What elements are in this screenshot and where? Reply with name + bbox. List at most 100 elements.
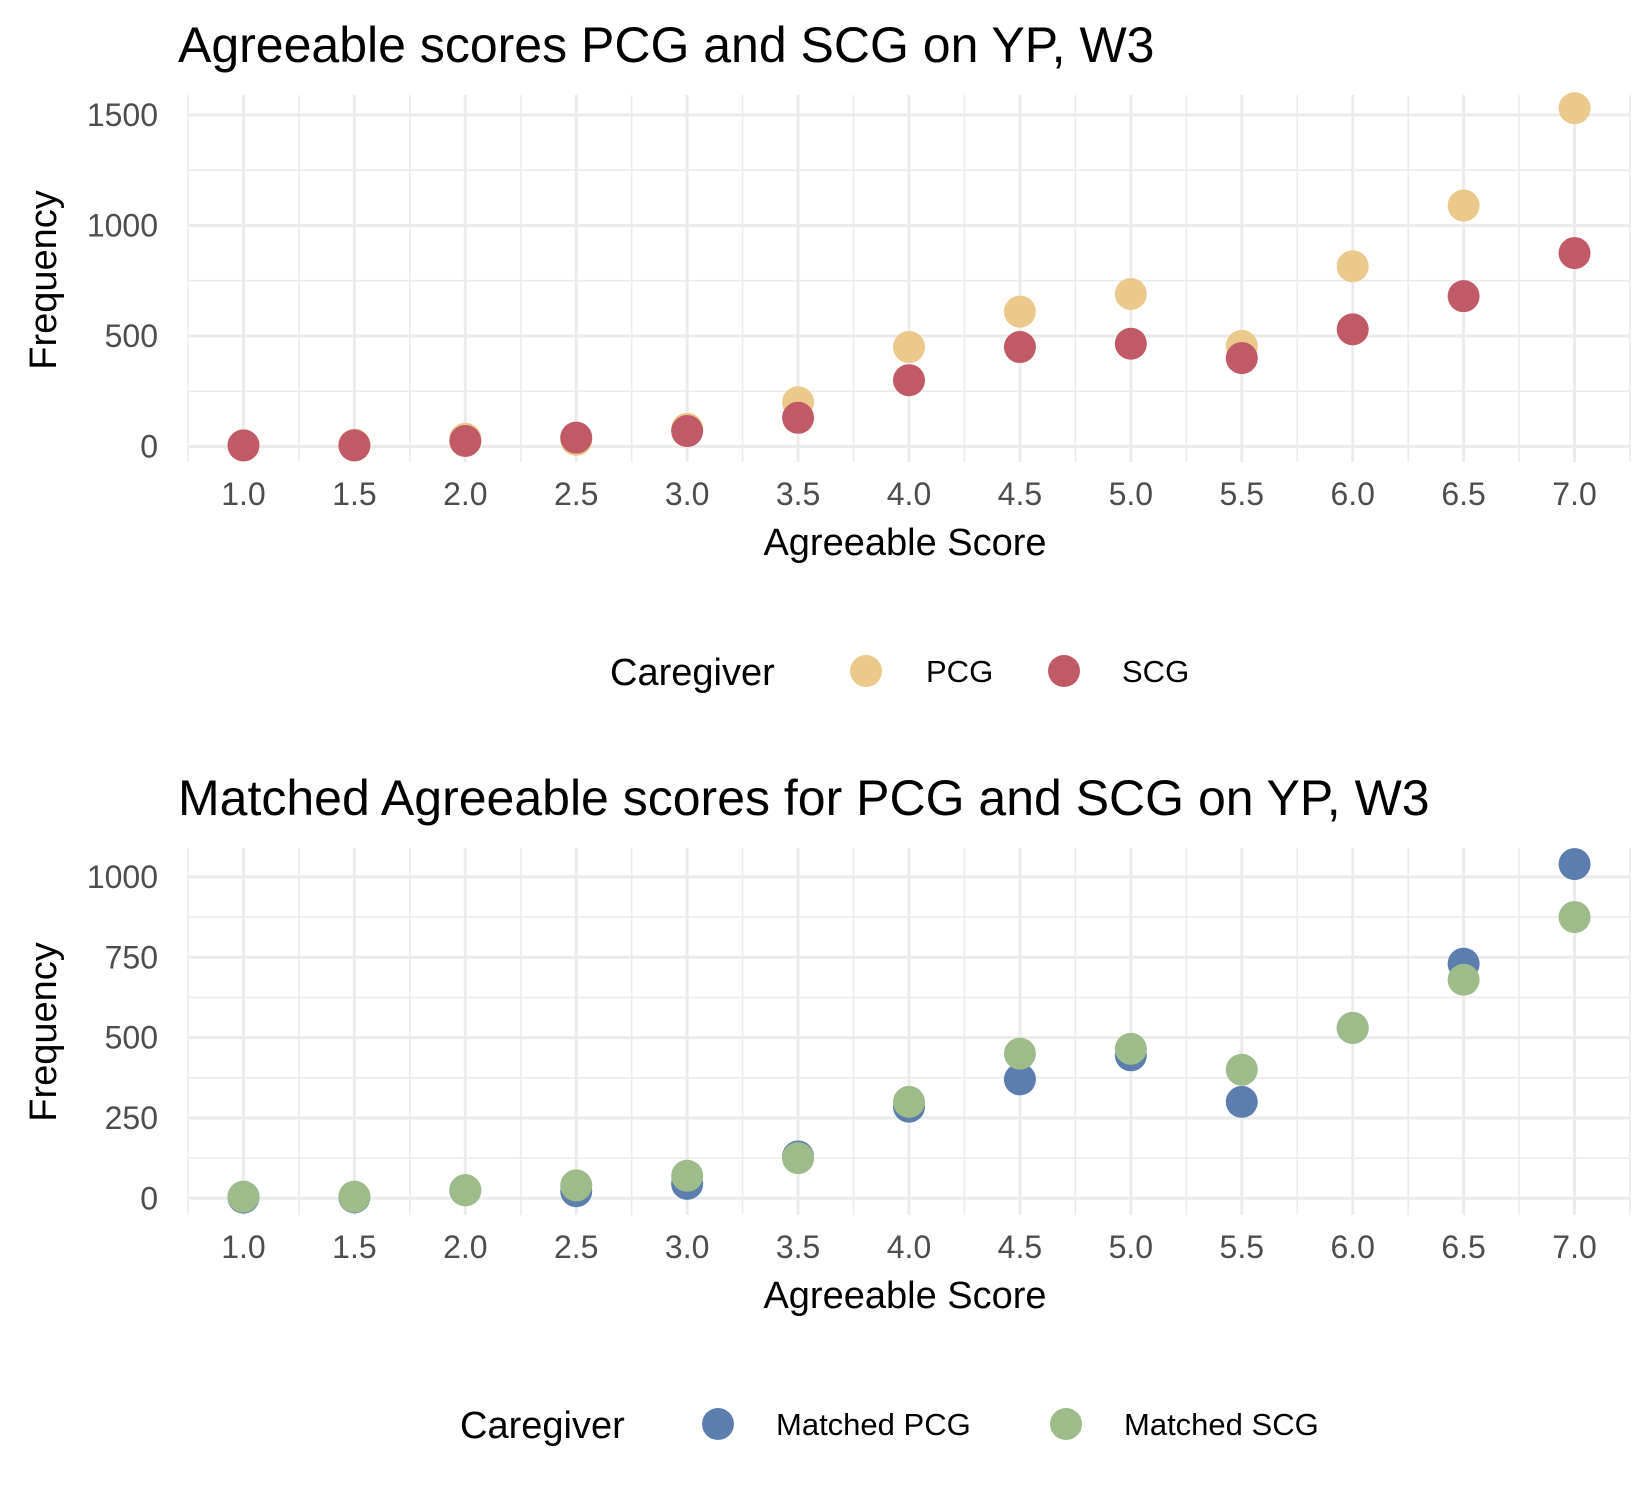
legend-title: Caregiver [460, 1405, 625, 1447]
legend-label-pcg: PCG [926, 654, 993, 689]
x-tick-label: 3.0 [665, 1229, 709, 1265]
x-tick-label: 1.5 [332, 476, 376, 512]
grid [187, 848, 1631, 1215]
x-tick-label: 4.5 [998, 476, 1042, 512]
legend-key-scg [1048, 655, 1080, 687]
point-matched-scg [1225, 1053, 1258, 1086]
x-tick-label: 5.0 [1109, 1229, 1153, 1265]
chart-title: Matched Agreeable scores for PCG and SCG… [178, 770, 1430, 826]
y-axis-label: Frequency [23, 942, 65, 1122]
point-scg [449, 424, 482, 457]
x-tick-label: 6.0 [1330, 476, 1374, 512]
grid [187, 95, 1631, 462]
x-tick-label: 3.5 [776, 1229, 820, 1265]
legend-key-pcg [850, 655, 882, 687]
y-axis-label: Frequency [23, 190, 65, 370]
x-tick-label: 6.0 [1330, 1229, 1374, 1265]
x-tick-label: 2.0 [443, 1229, 487, 1265]
point-matched-scg [1447, 963, 1480, 996]
point-scg [1336, 313, 1369, 346]
x-axis-label: Agreeable Score [763, 1275, 1046, 1317]
point-matched-pcg [1003, 1063, 1036, 1096]
data-points [227, 92, 1591, 462]
x-tick-label: 2.5 [554, 476, 598, 512]
x-tick-label: 4.0 [887, 476, 931, 512]
point-scg [782, 401, 815, 434]
x-tick-label: 3.0 [665, 476, 709, 512]
point-scg [1558, 237, 1591, 270]
point-scg [671, 415, 704, 448]
y-tick-labels: 0 250 500 750 1000 [87, 859, 158, 1216]
x-tick-label: 6.5 [1441, 1229, 1485, 1265]
point-pcg [1447, 189, 1480, 222]
x-tick-label: 1.0 [221, 476, 265, 512]
point-scg [227, 429, 260, 462]
legend-label-scg: SCG [1122, 654, 1189, 689]
point-scg [893, 364, 925, 397]
point-matched-scg [893, 1085, 925, 1118]
x-tick-label: 3.5 [776, 476, 820, 512]
x-tick-label: 7.0 [1552, 1229, 1596, 1265]
point-scg [560, 421, 593, 454]
y-tick-labels: 0 500 1000 1500 [87, 97, 158, 465]
point-pcg [1114, 277, 1147, 310]
point-pcg [1558, 92, 1591, 125]
point-matched-scg [1114, 1032, 1147, 1065]
point-scg [1114, 327, 1147, 360]
x-tick-label: 7.0 [1552, 476, 1596, 512]
point-scg [1447, 280, 1480, 313]
point-matched-scg [227, 1180, 260, 1213]
point-scg [338, 429, 371, 462]
chart-panel-matched: Matched Agreeable scores for PCG and SCG… [23, 770, 1631, 1447]
x-tick-label: 6.5 [1441, 476, 1485, 512]
y-tick-label: 500 [105, 1020, 158, 1056]
y-tick-label: 500 [105, 318, 158, 354]
legend: Caregiver PCG SCG [610, 652, 1189, 694]
x-tick-label: 2.0 [443, 476, 487, 512]
point-matched-pcg [1225, 1085, 1258, 1118]
legend-label-matched-scg: Matched SCG [1124, 1407, 1319, 1442]
x-tick-label: 5.5 [1220, 1229, 1264, 1265]
y-tick-label: 1000 [87, 207, 158, 243]
x-tick-label: 4.5 [998, 1229, 1042, 1265]
x-tick-labels: 1.0 1.5 2.0 2.5 3.0 3.5 4.0 4.5 5.0 5.5 6.0 6.5 7.0 [221, 476, 1597, 512]
y-tick-label: 250 [105, 1100, 158, 1136]
point-pcg [1336, 250, 1369, 283]
x-tick-label: 1.0 [221, 1229, 265, 1265]
point-matched-scg [449, 1174, 482, 1207]
x-axis-label: Agreeable Score [763, 522, 1046, 564]
point-matched-scg [560, 1169, 593, 1202]
legend: Caregiver Matched PCG Matched SCG [460, 1405, 1319, 1447]
point-pcg [893, 331, 925, 364]
data-points [227, 848, 1591, 1214]
point-scg [1225, 342, 1258, 375]
x-tick-label: 5.5 [1220, 476, 1264, 512]
point-matched-scg [1003, 1037, 1036, 1070]
y-tick-label: 0 [140, 1180, 158, 1216]
legend-key-matched-scg [1050, 1408, 1082, 1440]
point-matched-scg [782, 1142, 815, 1175]
point-pcg [1003, 295, 1036, 328]
y-tick-label: 1500 [87, 97, 158, 133]
y-tick-label: 750 [105, 939, 158, 975]
y-tick-label: 0 [140, 429, 158, 465]
legend-key-matched-pcg [702, 1408, 734, 1440]
x-tick-label: 2.5 [554, 1229, 598, 1265]
x-tick-label: 4.0 [887, 1229, 931, 1265]
y-tick-label: 1000 [87, 859, 158, 895]
x-tick-label: 1.5 [332, 1229, 376, 1265]
legend-label-matched-pcg: Matched PCG [776, 1407, 971, 1442]
chart-panel-pcg-scg: Agreeable scores PCG and SCG on YP, W3 0… [23, 17, 1631, 694]
point-matched-scg [671, 1159, 704, 1192]
point-matched-scg [338, 1180, 371, 1213]
x-tick-labels: 1.0 1.5 2.0 2.5 3.0 3.5 4.0 4.5 5.0 5.5 6.0 6.5 7.0 [221, 1229, 1597, 1265]
chart-title: Agreeable scores PCG and SCG on YP, W3 [178, 17, 1154, 73]
x-tick-label: 5.0 [1109, 476, 1153, 512]
legend-title: Caregiver [610, 652, 775, 694]
point-matched-scg [1336, 1011, 1369, 1044]
point-scg [1003, 331, 1036, 364]
point-matched-scg [1558, 901, 1591, 934]
point-matched-pcg [1558, 848, 1591, 881]
